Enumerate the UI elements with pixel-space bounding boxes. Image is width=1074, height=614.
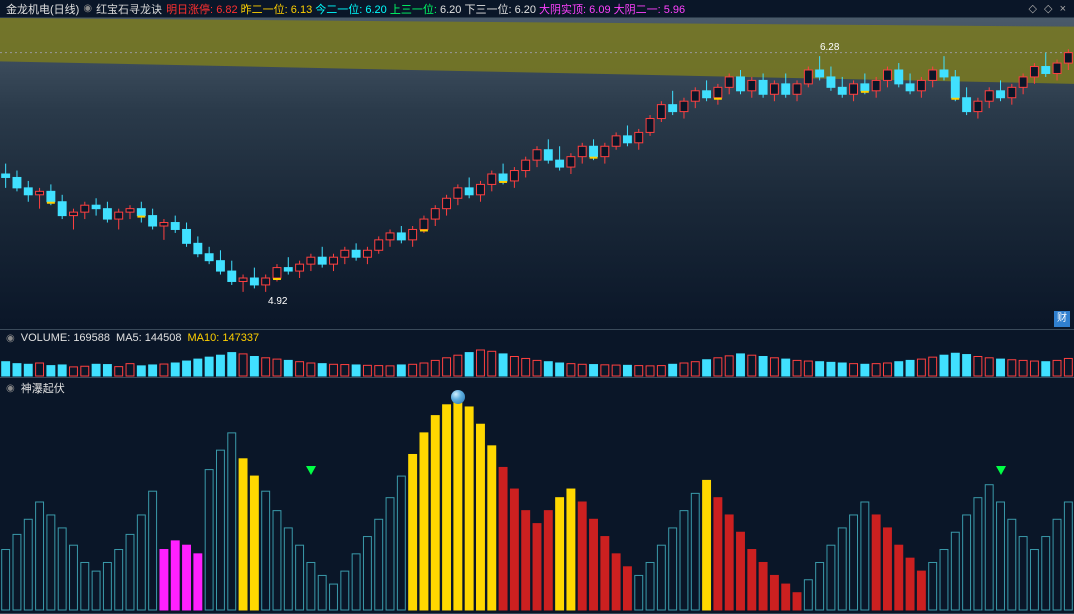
hdr-label: 大阴二一: bbox=[611, 4, 664, 16]
hdr-value: 6.09 bbox=[589, 4, 610, 16]
dropdown-icon[interactable]: ◉ bbox=[83, 3, 92, 14]
volume-chart[interactable]: ◉ VOLUME: 169588 MA5: 144508 MA10: 14733… bbox=[0, 330, 1074, 378]
cai-badge[interactable]: 财 bbox=[1054, 311, 1070, 327]
price-chart[interactable]: 4.92 6.28 财 bbox=[0, 18, 1074, 330]
osc-label: ◉ 神瀑起伏 bbox=[6, 380, 65, 396]
hdr-label: 今二一位: bbox=[312, 4, 365, 16]
globe-icon bbox=[451, 390, 465, 404]
stock-name: 金龙机电(日线) bbox=[6, 1, 79, 17]
hdr-value: 5.96 bbox=[664, 4, 685, 16]
hdr-value: 6.20 bbox=[515, 4, 536, 16]
header-controls[interactable]: ◇ ◇ × bbox=[1029, 2, 1068, 15]
hdr-value: 6.20 bbox=[365, 4, 386, 16]
down-arrow-icon bbox=[306, 466, 316, 475]
hdr-label: 上三一位: bbox=[387, 4, 440, 16]
hdr-value: 6.20 bbox=[440, 4, 461, 16]
hdr-label: 大阴实顶: bbox=[536, 4, 589, 16]
hdr-label: 下三一位: bbox=[461, 4, 514, 16]
hdr-value: 6.13 bbox=[291, 4, 312, 16]
hdr-value: 6.82 bbox=[216, 4, 237, 16]
hdr-label: 明日涨停: bbox=[166, 4, 216, 16]
indicator-name: 红宝石寻龙诀 bbox=[96, 1, 162, 17]
volume-label: ◉ VOLUME: 169588 MA5: 144508 MA10: 14733… bbox=[6, 332, 259, 344]
down-arrow-icon bbox=[996, 466, 1006, 475]
oscillator-chart[interactable]: ◉ 神瀑起伏 bbox=[0, 378, 1074, 614]
chart-header: 金龙机电(日线) ◉ 红宝石寻龙诀 明日涨停: 6.82 昨二一位: 6.13 … bbox=[0, 0, 1074, 18]
hdr-label: 昨二一位: bbox=[238, 4, 291, 16]
